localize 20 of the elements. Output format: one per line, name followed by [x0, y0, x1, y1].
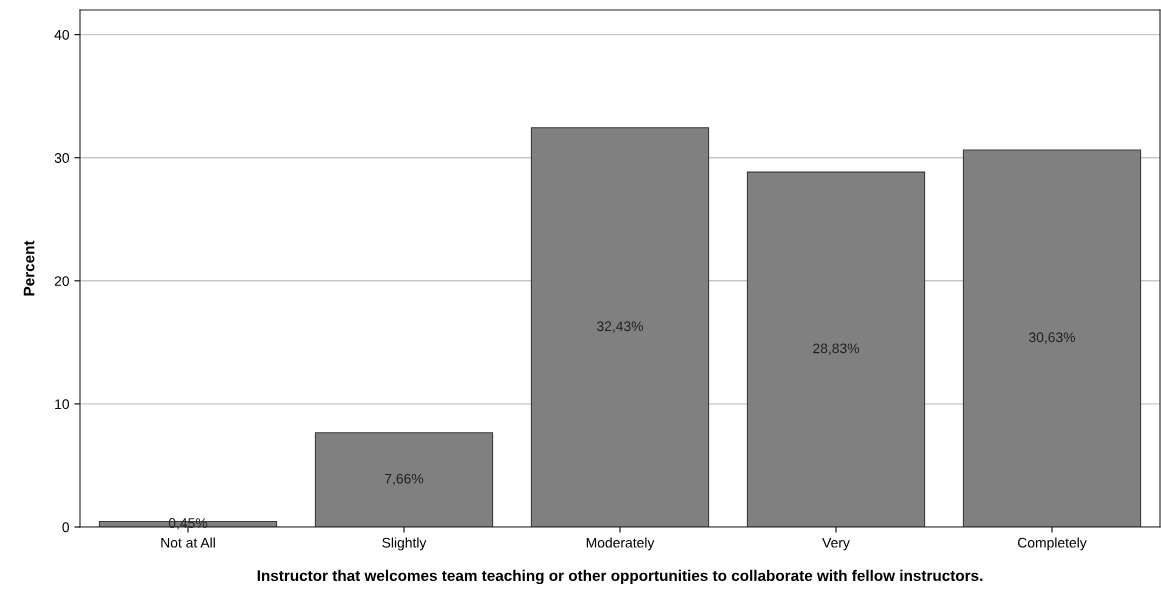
data-label: 28,83%: [813, 343, 860, 355]
y-tick-label: 10: [55, 399, 70, 410]
y-tick-label: 40: [54, 29, 70, 40]
data-label: 7,66%: [385, 473, 424, 486]
bar: [314, 432, 494, 527]
x-tick-label: Completely: [1017, 537, 1087, 551]
x-tick-label: Moderately: [586, 537, 655, 551]
y-axis-title: Percent: [23, 240, 35, 296]
data-label: 32,43%: [596, 321, 644, 333]
x-tick-label: Very: [822, 537, 850, 551]
x-tick-label: Slightly: [382, 537, 427, 551]
bar: [530, 127, 710, 527]
data-label: 30,63%: [1028, 332, 1076, 344]
y-tick-label: 30: [54, 153, 70, 163]
y-tick-label: 0: [62, 522, 70, 533]
bar: [746, 171, 926, 527]
bar: [962, 149, 1142, 527]
y-tick-label: 20: [54, 276, 70, 286]
x-axis-title: Instructor that welcomes team teaching or other opportunities to collaborate with fellow instructors.: [257, 569, 983, 585]
x-tick-label: Not at All: [161, 537, 215, 548]
